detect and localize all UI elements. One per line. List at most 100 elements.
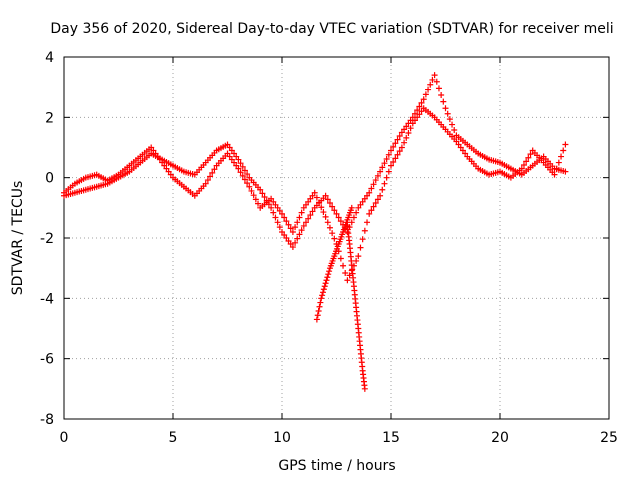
data-point <box>377 168 384 175</box>
data-point-trail <box>298 227 305 234</box>
data-point-trail <box>287 225 294 232</box>
data-point-trail <box>321 283 328 290</box>
plus-marker-shape <box>235 165 242 172</box>
plus-marker-shape <box>414 114 421 121</box>
data-point-trail <box>357 201 364 208</box>
data-point-trail <box>350 214 357 221</box>
plus-marker-shape <box>321 283 328 290</box>
plus-marker-shape <box>392 155 399 162</box>
data-point-trail <box>374 172 381 179</box>
plus-marker-shape <box>276 224 283 231</box>
x-tick-label: 0 <box>60 430 69 446</box>
plus-marker-shape <box>289 244 296 251</box>
data-point-trail <box>392 140 399 147</box>
data-point-trail <box>204 177 211 184</box>
data-point-trail <box>425 86 432 93</box>
plus-marker-shape <box>314 312 321 319</box>
data-point-trail <box>226 144 233 151</box>
y-tick-label: -8 <box>40 412 54 428</box>
data-point-trail <box>418 99 425 106</box>
data-point-trail <box>368 185 375 192</box>
data-point-trail <box>407 125 414 132</box>
plus-marker-shape <box>451 127 458 134</box>
plus-marker-shape <box>401 126 408 133</box>
y-tick-label: 0 <box>45 171 54 187</box>
plus-marker-shape <box>320 286 327 293</box>
data-point-trail <box>422 91 429 98</box>
data-point-trail <box>418 108 425 115</box>
plus-marker-shape <box>305 215 312 222</box>
plus-marker-shape <box>307 195 314 202</box>
data-point-trail <box>283 235 290 241</box>
plus-marker-shape <box>337 255 344 262</box>
data-point-trail <box>309 192 316 199</box>
data-point-trail <box>165 168 172 175</box>
data-point-trail <box>361 227 368 234</box>
plus-marker-shape <box>150 147 157 154</box>
plus-marker-shape <box>272 201 279 208</box>
data-point-trail <box>560 147 567 154</box>
plus-marker-shape <box>331 207 338 214</box>
chart-title: Day 356 of 2020, Sidereal Day-to-day VTE… <box>50 21 613 37</box>
data-point-trail <box>385 151 392 158</box>
data-point-trail <box>302 219 309 226</box>
plus-marker-shape <box>285 238 292 245</box>
data-point-trail <box>248 187 255 194</box>
plus-marker-shape <box>231 150 238 157</box>
data-point-trail <box>523 158 530 165</box>
data-point-trail <box>270 198 277 205</box>
plus-marker-shape <box>167 171 174 178</box>
data-point-trail <box>449 121 456 128</box>
data-point-trail <box>287 241 294 248</box>
data-point-trail <box>353 209 360 216</box>
plus-marker-shape <box>396 148 403 155</box>
plus-marker-shape <box>394 151 401 158</box>
plus-marker-shape <box>152 150 159 157</box>
data-point-trail <box>459 147 466 154</box>
x-tick-label: 15 <box>382 430 400 446</box>
plus-marker-shape <box>377 192 384 199</box>
data-point-trail <box>272 201 279 208</box>
data-point <box>318 295 325 302</box>
plus-marker-shape <box>202 180 209 187</box>
data-point-trail <box>274 219 281 226</box>
data-point-trail <box>239 172 246 179</box>
plus-marker-shape <box>361 227 368 234</box>
data-point-trail <box>244 171 251 178</box>
plus-marker-shape <box>292 239 299 246</box>
data-point-trail <box>152 150 159 157</box>
plus-marker-shape <box>318 295 325 302</box>
plus-marker-shape <box>165 168 172 175</box>
plus-marker-shape <box>204 177 211 184</box>
data-point <box>300 204 307 211</box>
plus-marker-shape <box>319 292 326 299</box>
data-point-trail <box>281 231 288 238</box>
plus-marker-shape <box>148 144 155 151</box>
plus-marker-shape <box>325 271 332 278</box>
data-point <box>311 189 318 196</box>
data-point-trail <box>444 110 451 117</box>
data-point-trail <box>364 192 371 199</box>
data-point-trail <box>372 177 379 184</box>
plus-marker-shape <box>224 141 231 148</box>
plus-marker-shape <box>527 151 534 158</box>
x-tick-label: 20 <box>491 430 509 446</box>
data-point-trail <box>329 203 336 210</box>
plus-marker-shape <box>209 169 216 176</box>
plus-marker-shape <box>302 201 309 208</box>
data-point-trail <box>392 155 399 162</box>
data-point <box>159 159 166 166</box>
plus-marker-shape <box>337 218 344 225</box>
data-point-trail <box>161 162 168 169</box>
data-point <box>551 171 558 178</box>
data-point-trail <box>316 199 323 206</box>
data-point-trail <box>370 203 377 210</box>
plus-marker-shape <box>370 181 377 188</box>
plus-marker-shape <box>324 196 331 203</box>
data-point-trail <box>233 153 240 160</box>
data-point-trail <box>346 272 353 279</box>
data-point <box>377 192 384 199</box>
plus-marker-shape <box>324 274 331 281</box>
plus-marker-shape <box>279 210 285 217</box>
